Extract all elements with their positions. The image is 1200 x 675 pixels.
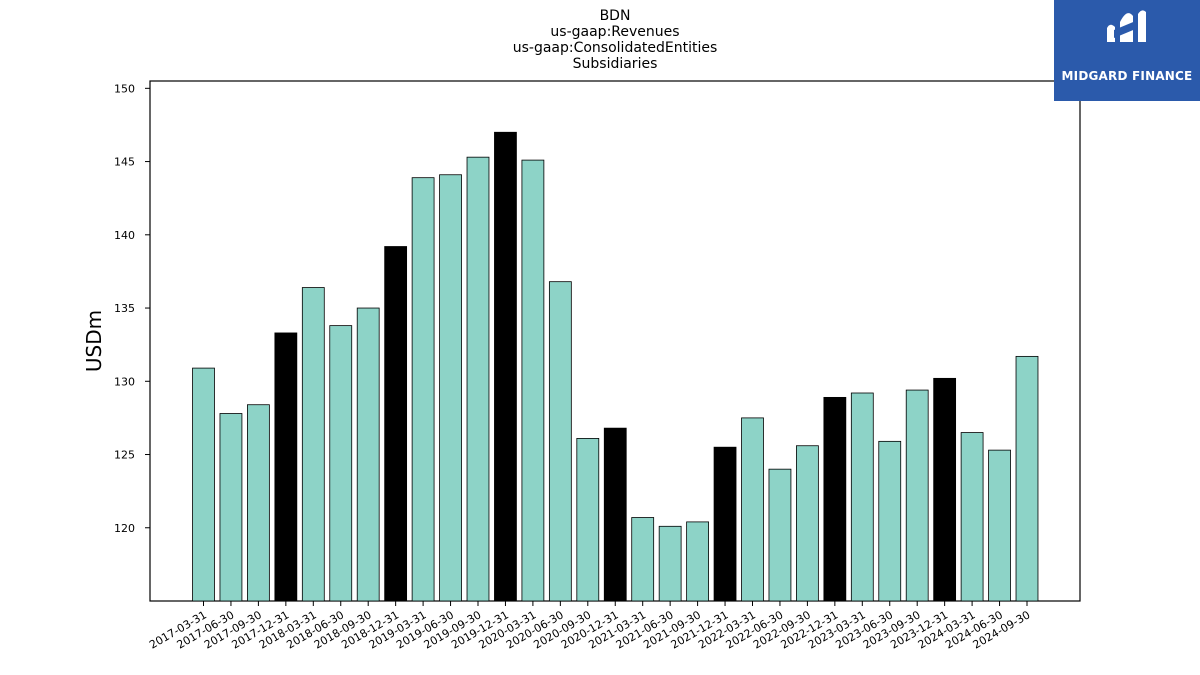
bar-2024-03-31 xyxy=(960,432,984,602)
bar-2023-09-30 xyxy=(905,389,929,602)
bar-2020-09-30 xyxy=(576,438,600,602)
bar-2017-06-30 xyxy=(219,413,243,602)
bar-2022-03-31 xyxy=(741,417,764,602)
logo-text: MIDGARD FINANCE xyxy=(1061,69,1193,83)
y-tick-label-140: 140 xyxy=(114,229,135,242)
bar-2023-03-31 xyxy=(850,392,874,602)
title-line-concept: us-gaap:Revenues xyxy=(550,24,680,40)
y-tick-label-125: 125 xyxy=(114,449,135,462)
bar-2019-03-31 xyxy=(411,177,435,602)
bar-2020-03-31 xyxy=(521,159,545,602)
bar-2017-03-31 xyxy=(192,367,215,602)
bar-2018-03-31 xyxy=(301,287,325,602)
bars-group xyxy=(192,131,1039,602)
bar-2019-09-30 xyxy=(466,156,490,602)
midgard-logo-icon xyxy=(1107,10,1146,43)
y-tick-label-145: 145 xyxy=(114,156,135,169)
y-axis-label: USDm xyxy=(82,310,106,372)
bar-2017-09-30 xyxy=(247,404,270,602)
bar-2021-09-30 xyxy=(686,521,709,602)
title-line-axis: us-gaap:ConsolidatedEntities xyxy=(512,40,718,56)
bar-2018-12-31 xyxy=(384,246,408,602)
bar-2017-12-31 xyxy=(274,332,298,602)
y-tick-label-135: 135 xyxy=(114,302,135,315)
bar-2022-06-30 xyxy=(768,468,792,602)
bar-2021-12-31 xyxy=(713,446,737,602)
y-tick-label-150: 150 xyxy=(114,82,135,95)
bar-2018-06-30 xyxy=(329,325,353,602)
bar-2020-06-30 xyxy=(548,281,572,602)
y-axis: 120 125 130 135 140 145 150 xyxy=(114,82,150,535)
bar-2022-09-30 xyxy=(796,445,819,602)
bar-2023-06-30 xyxy=(878,440,902,602)
bar-2021-03-31 xyxy=(631,517,655,602)
bar-2021-06-30 xyxy=(658,525,682,602)
title-line-ticker: BDN xyxy=(599,8,631,24)
y-tick-label-130: 130 xyxy=(114,375,135,388)
bar-2018-09-30 xyxy=(356,307,380,602)
bar-2023-12-31 xyxy=(933,377,957,602)
bar-2019-12-31 xyxy=(494,131,517,602)
bar-2019-06-30 xyxy=(439,174,462,602)
bar-2024-06-30 xyxy=(988,449,1011,602)
midgard-finance-logo: MIDGARD FINANCE xyxy=(1054,0,1200,101)
bar-2020-12-31 xyxy=(603,427,627,602)
bar-2024-09-30 xyxy=(1015,355,1039,602)
title-line-member: Subsidiaries xyxy=(572,56,658,72)
y-tick-label-120: 120 xyxy=(114,522,135,535)
bar-2022-12-31 xyxy=(823,396,847,602)
x-axis: 2017-03-312017-06-302017-09-302017-12-31… xyxy=(147,601,1033,652)
